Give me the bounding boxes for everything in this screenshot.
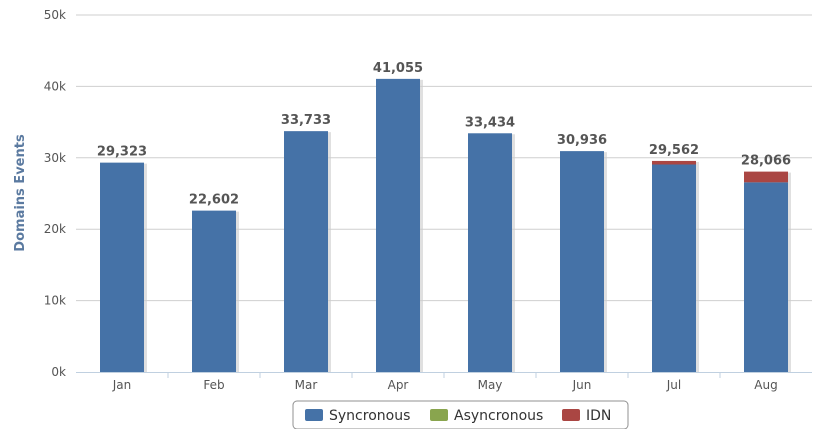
legend-box (292, 400, 629, 429)
data-label: 33,434 (465, 115, 515, 130)
x-tick-label: Jan (112, 378, 132, 392)
legend-label: Asyncronous (454, 408, 543, 424)
y-axis-ticks: 0k 10k 20k 30k 40k 50k (44, 8, 66, 379)
data-label: 29,323 (97, 145, 147, 160)
bars (100, 78, 791, 372)
bar-syncronous-jan[interactable] (100, 162, 144, 372)
y-tick-label: 20k (44, 222, 66, 236)
x-tick-label: May (478, 378, 503, 392)
bar-syncronous-apr[interactable] (376, 78, 420, 372)
x-tick-label: Mar (295, 378, 318, 392)
y-tick-label: 40k (44, 79, 66, 93)
bar-syncronous-jun[interactable] (560, 151, 604, 372)
bar-idn-jul[interactable] (652, 160, 696, 165)
data-label: 30,936 (557, 133, 607, 148)
y-tick-label: 0k (51, 365, 66, 379)
data-label: 41,055 (373, 61, 423, 76)
bar-syncronous-may[interactable] (468, 133, 512, 372)
x-tick-label: Apr (388, 378, 409, 392)
legend[interactable]: Syncronous Asyncronous IDN (292, 400, 629, 429)
bar-syncronous-mar[interactable] (284, 131, 328, 372)
data-label: 28,066 (741, 154, 791, 169)
legend-swatch (305, 409, 323, 421)
y-tick-label: 30k (44, 151, 66, 165)
data-label: 29,562 (649, 143, 699, 158)
gridlines (76, 14, 812, 302)
x-tick-label: Aug (754, 378, 777, 392)
x-axis: Jan Feb Mar Apr May Jun Jul Aug (76, 372, 812, 392)
data-label: 22,602 (189, 193, 239, 208)
y-tick-label: 50k (44, 8, 66, 22)
legend-swatch (562, 409, 580, 421)
legend-label: Syncronous (329, 408, 410, 424)
legend-item-idn[interactable]: IDN (562, 408, 611, 424)
y-axis-title: Domains Events (13, 134, 28, 252)
bar-syncronous-aug[interactable] (744, 182, 788, 372)
legend-label: IDN (586, 408, 611, 424)
y-tick-label: 10k (44, 294, 66, 308)
x-tick-label: Feb (203, 378, 224, 392)
x-tick-label: Jun (572, 378, 592, 392)
bar-syncronous-feb[interactable] (192, 210, 236, 372)
data-labels: 29,323 22,602 33,733 41,055 33,434 30,936 29,5… (97, 61, 791, 208)
bar-syncronous-jul[interactable] (652, 164, 696, 372)
x-tick-label: Jul (666, 378, 681, 392)
bar-idn-aug[interactable] (744, 171, 788, 183)
legend-swatch (430, 409, 448, 421)
legend-item-syncronous[interactable]: Syncronous (305, 408, 410, 424)
data-label: 33,733 (281, 113, 331, 128)
legend-item-asyncronous[interactable]: Asyncronous (430, 408, 543, 424)
